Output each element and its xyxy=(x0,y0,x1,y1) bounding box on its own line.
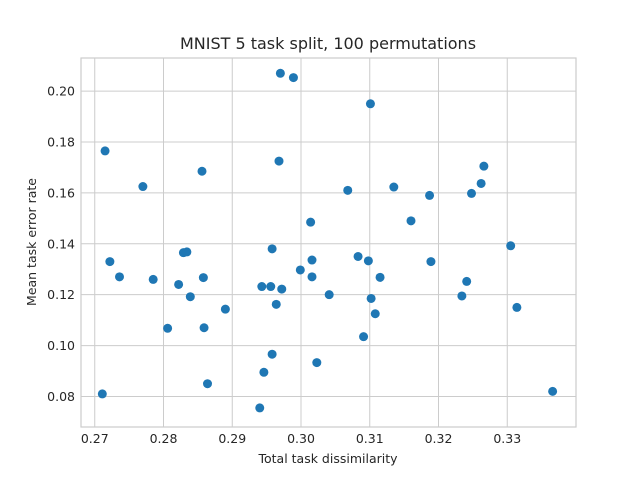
data-point xyxy=(506,241,516,251)
data-point xyxy=(185,292,195,302)
data-point xyxy=(100,146,110,156)
data-point xyxy=(274,156,284,166)
data-point xyxy=(259,367,269,377)
data-point xyxy=(462,276,472,286)
data-point xyxy=(312,358,322,368)
data-point xyxy=(426,257,436,267)
y-axis-label: Mean task error rate xyxy=(24,178,39,306)
data-point xyxy=(375,272,385,282)
data-point xyxy=(267,349,277,359)
data-point xyxy=(266,282,276,292)
data-point xyxy=(271,299,281,309)
data-point xyxy=(115,272,124,282)
x-tick-labels: 0.27 0.28 0.29 0.30 0.31 0.32 0.33 xyxy=(81,431,521,446)
x-tick-label: 0.33 xyxy=(493,431,521,446)
data-point xyxy=(220,304,230,314)
y-tick-labels: 0.08 0.10 0.12 0.14 0.16 0.18 0.20 xyxy=(47,84,75,404)
data-point xyxy=(307,255,317,265)
x-tick-label: 0.28 xyxy=(150,431,178,446)
data-point xyxy=(105,257,115,267)
data-point xyxy=(365,99,375,109)
data-point xyxy=(353,251,363,261)
y-tick-label: 0.10 xyxy=(47,338,75,353)
data-point xyxy=(97,389,107,399)
data-point xyxy=(425,190,435,200)
x-tick-label: 0.32 xyxy=(425,431,453,446)
data-point xyxy=(306,217,316,227)
x-tick-label: 0.29 xyxy=(218,431,246,446)
data-point xyxy=(257,282,267,292)
data-point xyxy=(148,274,158,284)
data-point xyxy=(277,284,287,294)
plot-frame xyxy=(80,57,577,428)
x-tick-label: 0.30 xyxy=(287,431,315,446)
x-tick-label: 0.31 xyxy=(356,431,384,446)
data-point xyxy=(467,188,476,198)
data-point xyxy=(203,379,212,389)
data-point xyxy=(163,323,173,333)
data-point xyxy=(295,265,305,275)
y-tick-label: 0.16 xyxy=(47,185,75,200)
data-point xyxy=(138,182,148,192)
data-point xyxy=(199,323,209,333)
data-point xyxy=(366,293,376,303)
data-point xyxy=(307,272,317,282)
grid-lines xyxy=(81,58,576,427)
data-point xyxy=(479,161,489,171)
data-point xyxy=(324,290,334,300)
data-point xyxy=(359,332,369,342)
data-point xyxy=(182,247,192,257)
data-point xyxy=(275,68,285,78)
data-point xyxy=(389,182,399,192)
data-point xyxy=(343,185,353,195)
data-point xyxy=(512,302,522,312)
y-tick-label: 0.12 xyxy=(47,287,75,302)
data-point xyxy=(406,216,416,226)
data-point xyxy=(198,273,208,283)
data-point xyxy=(363,256,373,266)
data-point xyxy=(174,279,184,289)
y-tick-label: 0.18 xyxy=(47,134,75,149)
x-tick-label: 0.27 xyxy=(81,431,109,446)
data-point xyxy=(197,166,207,176)
data-point xyxy=(548,386,558,396)
data-point xyxy=(457,291,467,301)
x-axis-label: Total task dissimilarity xyxy=(257,451,398,466)
data-point xyxy=(288,73,298,83)
y-tick-label: 0.14 xyxy=(47,236,75,251)
y-tick-label: 0.20 xyxy=(47,84,75,99)
data-points xyxy=(97,68,558,413)
data-point xyxy=(476,178,486,188)
data-point xyxy=(255,403,265,413)
chart-title: MNIST 5 task split, 100 permutations xyxy=(180,34,476,53)
y-tick-label: 0.08 xyxy=(47,389,75,404)
data-point xyxy=(267,244,277,254)
data-point xyxy=(370,309,380,319)
